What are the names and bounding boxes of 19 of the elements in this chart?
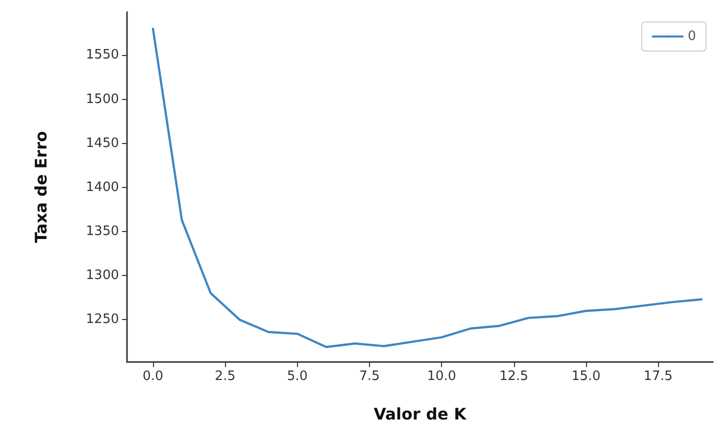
- y-tick-label: 1500: [86, 92, 119, 107]
- y-tick-label: 1400: [86, 180, 119, 195]
- x-tick-label: 7.5: [359, 369, 380, 384]
- x-tick-label: 0.0: [142, 369, 164, 384]
- y-tick-label: 1450: [86, 136, 119, 151]
- line-series: [152, 28, 703, 348]
- x-tick-label: 5.0: [286, 369, 308, 384]
- x-axis-title: Valor de K: [374, 404, 467, 424]
- x-tick-label: 15.0: [572, 369, 600, 384]
- x-tick-label: 2.5: [214, 369, 236, 384]
- y-tick-label: 1350: [86, 224, 119, 240]
- y-tick-label: 1550: [86, 48, 119, 63]
- legend-label: 0: [688, 29, 696, 44]
- y-tick-label: 1250: [86, 312, 119, 328]
- x-tick-label: 12.5: [499, 369, 528, 384]
- y-axis-title: Taxa de Erro: [32, 131, 50, 243]
- y-tick-label: 1300: [86, 268, 119, 284]
- x-tick-label: 17.5: [644, 369, 673, 384]
- x-tick-label: 10.0: [427, 369, 456, 384]
